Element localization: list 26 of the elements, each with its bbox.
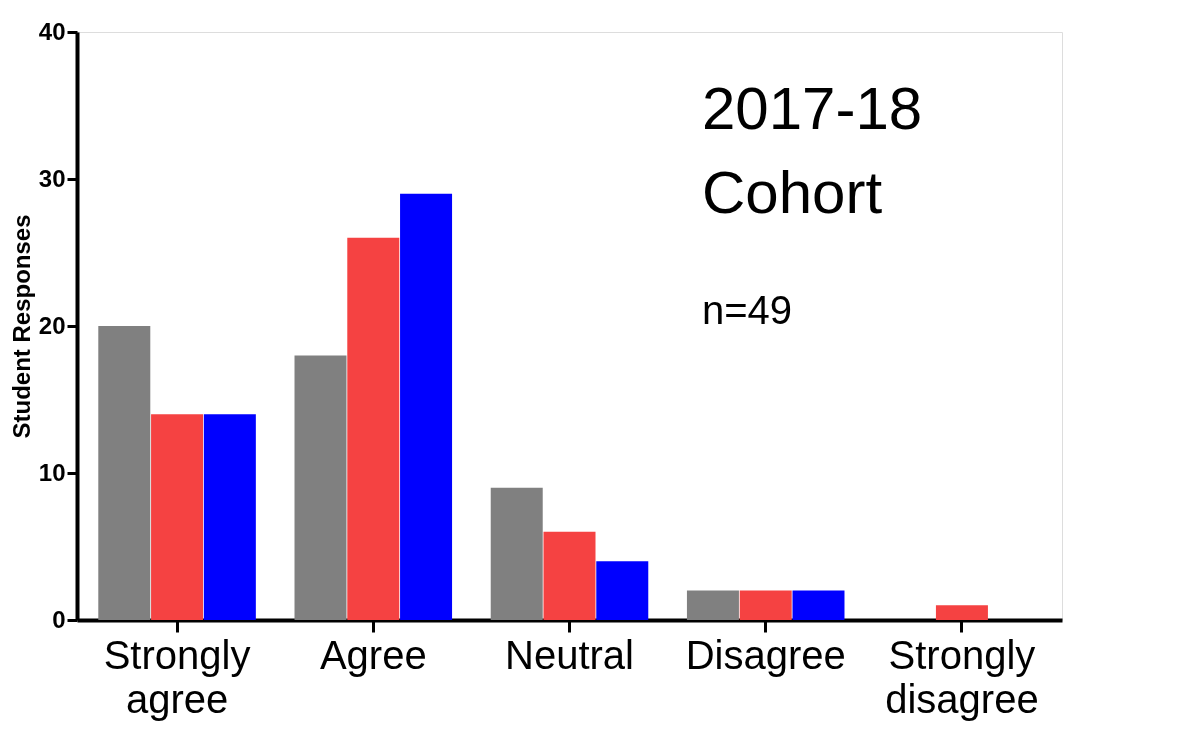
y-tick-label: 10 — [38, 458, 66, 486]
bar — [151, 414, 204, 620]
bar — [792, 590, 845, 620]
y-axis-title: Student Responses — [7, 214, 35, 439]
bar — [203, 414, 256, 620]
x-tick-label: Strongly disagree — [885, 632, 1039, 721]
y-tick-label: 20 — [38, 311, 66, 339]
x-tick-label: Neutral — [505, 632, 634, 677]
bar — [400, 193, 453, 620]
x-tick-label: Disagree — [685, 632, 846, 677]
y-tick-label: 30 — [38, 164, 66, 192]
bar — [739, 590, 792, 620]
bar — [347, 237, 400, 620]
bar — [596, 561, 649, 620]
y-tick-label: 40 — [38, 17, 66, 45]
bar — [686, 590, 739, 620]
annotation: 2017-18 Cohort — [702, 75, 923, 226]
bar — [543, 531, 596, 620]
bar — [294, 355, 347, 620]
x-tick-label: Agree — [319, 632, 427, 677]
bar — [490, 487, 543, 620]
bar — [98, 326, 151, 620]
x-tick-label: Strongly agree — [103, 632, 251, 721]
bar — [935, 605, 988, 620]
annotation: n=49 — [702, 288, 793, 332]
y-tick-label: 0 — [52, 605, 66, 633]
